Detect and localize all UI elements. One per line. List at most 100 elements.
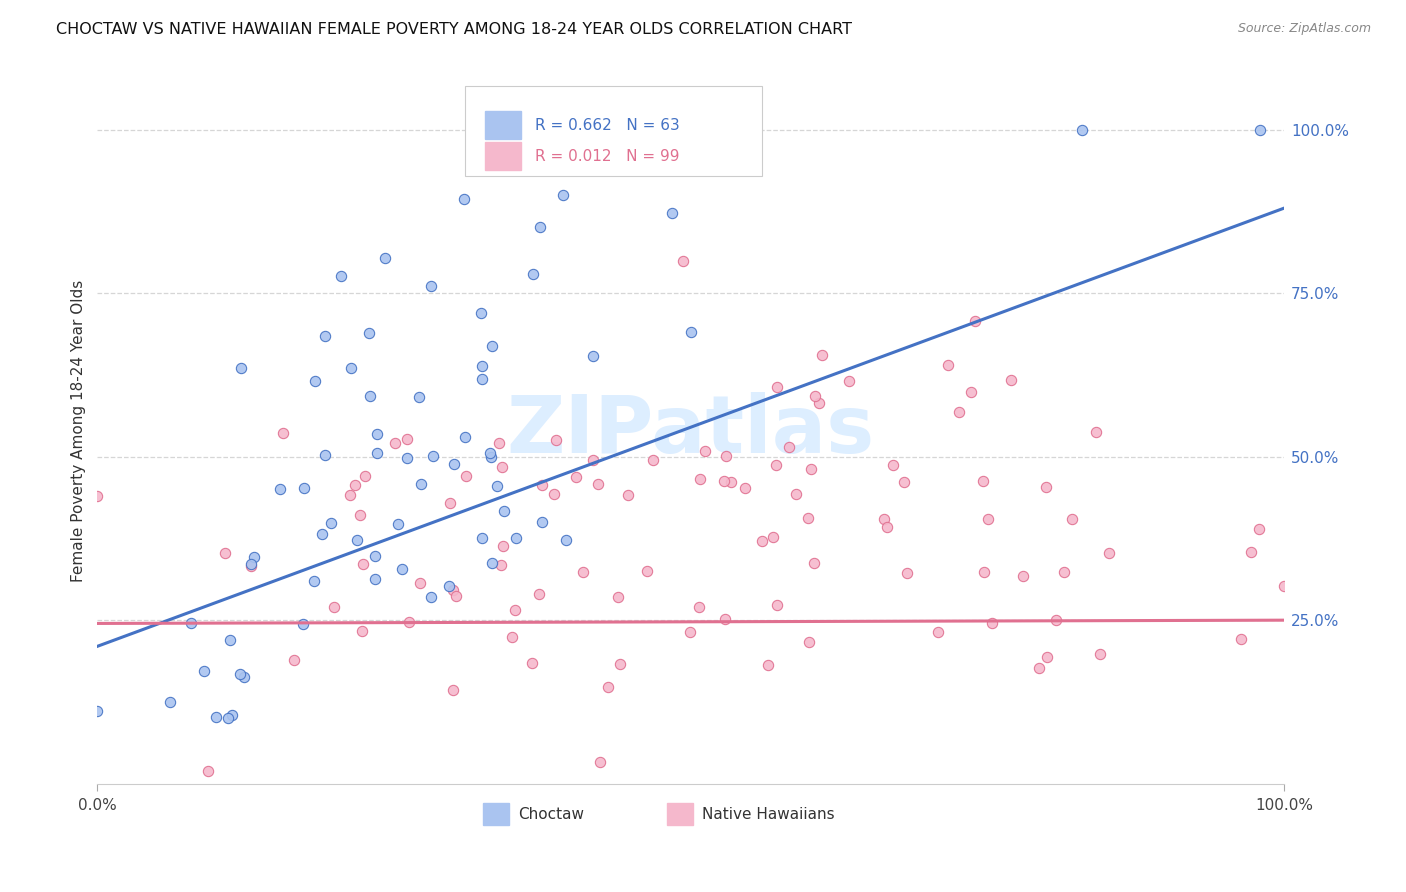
Bar xyxy=(666,804,693,824)
Point xyxy=(531,515,554,529)
Point xyxy=(339,360,361,375)
Point xyxy=(350,624,373,639)
Point xyxy=(960,385,983,400)
Bar xyxy=(484,804,509,824)
Point xyxy=(1035,480,1057,494)
Point xyxy=(720,475,742,490)
Point xyxy=(797,511,820,525)
Point xyxy=(470,306,492,320)
Point xyxy=(505,602,527,616)
Point xyxy=(1045,613,1067,627)
Point xyxy=(446,589,468,603)
Point xyxy=(1000,373,1022,387)
Point xyxy=(1098,546,1121,560)
Point xyxy=(357,326,380,341)
Point xyxy=(609,657,631,671)
Point xyxy=(876,520,898,534)
Point xyxy=(555,533,578,548)
Point xyxy=(797,635,820,649)
Point xyxy=(159,695,181,709)
Point xyxy=(231,361,253,376)
Point xyxy=(1272,579,1295,593)
Point xyxy=(1247,522,1270,536)
Point xyxy=(205,710,228,724)
Point xyxy=(1084,425,1107,440)
Point xyxy=(291,617,314,632)
Point xyxy=(492,539,515,553)
Point xyxy=(808,396,831,410)
Point xyxy=(896,566,918,581)
Point xyxy=(882,458,904,472)
Point xyxy=(471,359,494,373)
Point xyxy=(598,680,620,694)
Point xyxy=(530,478,553,492)
Point xyxy=(641,453,664,467)
Point xyxy=(766,380,789,394)
Point xyxy=(766,598,789,612)
Point xyxy=(713,475,735,489)
Point xyxy=(478,446,501,460)
Point xyxy=(471,372,494,386)
Point xyxy=(311,526,333,541)
Point xyxy=(589,755,612,769)
Point xyxy=(269,482,291,496)
Text: Choctaw: Choctaw xyxy=(519,806,585,822)
Point xyxy=(981,615,1004,630)
Point xyxy=(443,457,465,471)
Point xyxy=(354,468,377,483)
Point xyxy=(271,425,294,440)
Point xyxy=(693,443,716,458)
Point xyxy=(352,558,374,572)
Point xyxy=(1071,122,1094,136)
Point xyxy=(314,328,336,343)
Point xyxy=(180,615,202,630)
Point xyxy=(481,339,503,353)
Point xyxy=(321,516,343,530)
Point xyxy=(785,487,807,501)
Point xyxy=(778,440,800,454)
Point xyxy=(408,390,430,404)
Point xyxy=(976,512,998,526)
Point xyxy=(800,462,823,476)
Point xyxy=(505,531,527,545)
Point xyxy=(606,590,628,604)
Point xyxy=(240,558,263,572)
Point xyxy=(242,549,264,564)
Point xyxy=(572,565,595,579)
Point xyxy=(398,615,420,629)
Point xyxy=(803,556,825,570)
Point xyxy=(349,508,371,522)
Point xyxy=(529,219,551,234)
Point xyxy=(1230,632,1253,646)
FancyBboxPatch shape xyxy=(465,86,762,177)
Point xyxy=(387,516,409,531)
Point xyxy=(522,267,544,281)
Point xyxy=(420,591,443,605)
Point xyxy=(217,711,239,725)
Point xyxy=(86,489,108,503)
Point xyxy=(454,430,477,444)
Point xyxy=(292,481,315,495)
Point xyxy=(422,449,444,463)
Point xyxy=(339,488,361,502)
Point xyxy=(565,470,588,484)
Point xyxy=(395,432,418,446)
Point xyxy=(346,533,368,547)
Point xyxy=(364,549,387,564)
Point xyxy=(193,664,215,678)
Point xyxy=(218,633,240,648)
Point xyxy=(471,531,494,545)
Point xyxy=(529,587,551,601)
Text: R = 0.662   N = 63: R = 0.662 N = 63 xyxy=(536,118,681,133)
Point xyxy=(420,279,443,293)
Point xyxy=(314,448,336,462)
Point xyxy=(364,572,387,586)
Point xyxy=(553,188,575,202)
Point xyxy=(936,359,959,373)
Point xyxy=(441,583,464,598)
Point xyxy=(214,546,236,560)
Point xyxy=(441,683,464,698)
Text: CHOCTAW VS NATIVE HAWAIIAN FEMALE POVERTY AMONG 18-24 YEAR OLDS CORRELATION CHAR: CHOCTAW VS NATIVE HAWAIIAN FEMALE POVERT… xyxy=(56,22,852,37)
Point xyxy=(948,405,970,419)
Point xyxy=(453,192,475,206)
